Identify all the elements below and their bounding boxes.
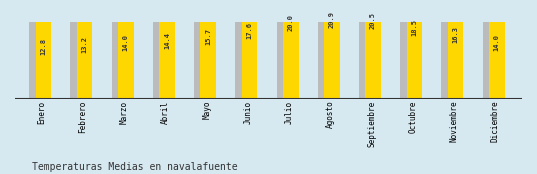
Bar: [235, 0, 245, 99]
Text: 20.5: 20.5: [370, 12, 376, 29]
Text: 15.7: 15.7: [205, 28, 211, 45]
Text: 14.0: 14.0: [123, 34, 129, 51]
Bar: [242, 0, 257, 99]
Bar: [483, 12, 492, 99]
Bar: [318, 0, 327, 99]
Bar: [365, 0, 381, 99]
Text: 13.2: 13.2: [82, 36, 88, 53]
Bar: [29, 12, 39, 99]
Bar: [159, 0, 175, 99]
Bar: [118, 0, 134, 99]
Bar: [400, 0, 410, 99]
Bar: [77, 2, 92, 99]
Bar: [70, 12, 80, 99]
Bar: [324, 0, 340, 99]
Bar: [112, 12, 121, 99]
Text: 20.9: 20.9: [329, 11, 335, 28]
Text: 16.3: 16.3: [453, 26, 459, 43]
Text: 18.5: 18.5: [411, 19, 417, 36]
Bar: [441, 12, 451, 99]
Bar: [277, 0, 286, 99]
Bar: [194, 12, 204, 99]
Text: Temperaturas Medias en navalafuente: Temperaturas Medias en navalafuente: [32, 162, 238, 172]
Bar: [407, 0, 422, 99]
Bar: [448, 0, 463, 99]
Text: 14.4: 14.4: [164, 32, 170, 49]
Text: 20.0: 20.0: [288, 14, 294, 31]
Text: 14.0: 14.0: [494, 34, 500, 51]
Bar: [200, 0, 216, 99]
Bar: [489, 0, 505, 99]
Text: 12.8: 12.8: [40, 38, 46, 55]
Bar: [153, 12, 162, 99]
Bar: [35, 5, 51, 99]
Bar: [359, 0, 368, 99]
Text: 17.6: 17.6: [246, 22, 252, 39]
Bar: [283, 0, 299, 99]
